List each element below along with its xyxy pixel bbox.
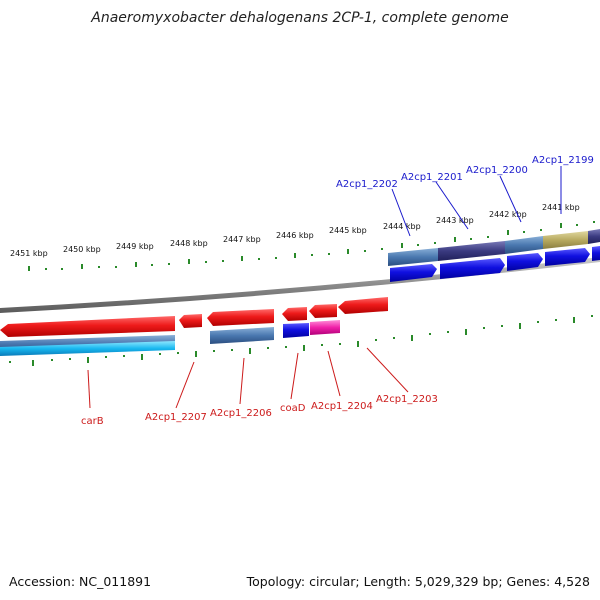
- gene-a2cp1-2204-bar[interactable]: [310, 320, 340, 335]
- scale-label: 2445 kbp: [329, 226, 367, 235]
- cds-forward-1[interactable]: [390, 264, 437, 282]
- scale-label: 2451 kbp: [10, 249, 48, 258]
- gene-a2cp1-2201-bar[interactable]: [438, 241, 505, 261]
- leaders-bottom: [87, 347, 409, 409]
- scale-label: 2450 kbp: [63, 245, 101, 254]
- gene-a2cp1-2199-bar[interactable]: [543, 231, 588, 249]
- cds-a2cp1-2203[interactable]: [338, 297, 388, 314]
- cds-forward-2[interactable]: [440, 258, 505, 279]
- gene-label-a2cp1-2207: A2cp1_2207: [145, 412, 207, 423]
- gene-extra-bar[interactable]: [588, 229, 600, 244]
- scale-ticks-outer: [28, 221, 595, 271]
- scale-label: 2444 kbp: [383, 222, 421, 231]
- gene-label-carb: carB: [81, 416, 104, 427]
- cds-carb[interactable]: [0, 316, 175, 337]
- scale-ticks-inner: [9, 315, 593, 366]
- gene-a2cp1-2206-bar[interactable]: [210, 327, 274, 344]
- gene-label-a2cp1-2199: A2cp1_2199: [532, 155, 594, 166]
- gene-a2cp1-2202-bar[interactable]: [388, 248, 438, 266]
- leaders-top: [391, 166, 562, 237]
- cds-forward-5[interactable]: [592, 246, 600, 261]
- scale-label: 2447 kbp: [223, 235, 261, 244]
- cds-a2cp1-2204[interactable]: [309, 304, 337, 318]
- gene-label-a2cp1-2201: A2cp1_2201: [401, 172, 463, 183]
- scale-label: 2443 kbp: [436, 216, 474, 225]
- gene-label-a2cp1-2200: A2cp1_2200: [466, 165, 528, 176]
- cds-forward-4[interactable]: [545, 248, 590, 266]
- gene-a2cp1-2200-bar[interactable]: [505, 236, 543, 254]
- scale-label: 2448 kbp: [170, 239, 208, 248]
- map-title: Anaeromyxobacter dehalogenans 2CP-1, com…: [91, 10, 509, 26]
- gene-label-coad: coaD: [280, 403, 306, 414]
- gene-label-a2cp1-2204: A2cp1_2204: [311, 401, 373, 412]
- gene-label-a2cp1-2202: A2cp1_2202: [336, 179, 398, 190]
- cds-forward-3[interactable]: [507, 253, 543, 271]
- gene-label-a2cp1-2206: A2cp1_2206: [210, 408, 272, 419]
- accession-label: Accession: NC_011891: [9, 574, 152, 589]
- cds-a2cp1-2206[interactable]: [207, 309, 274, 326]
- scale-label: 2442 kbp: [489, 210, 527, 219]
- scale-label: 2449 kbp: [116, 242, 154, 251]
- scale-label: 2446 kbp: [276, 231, 314, 240]
- cds-a2cp1-2207[interactable]: [179, 314, 202, 328]
- gene-label-a2cp1-2203: A2cp1_2203: [376, 394, 438, 405]
- gene-coad-bar[interactable]: [283, 323, 309, 338]
- gene-carb-bar-cyan[interactable]: [0, 341, 175, 356]
- genome-backbone: [0, 257, 600, 313]
- cds-coad[interactable]: [282, 307, 307, 321]
- genome-summary-label: Topology: circular; Length: 5,029,329 bp…: [246, 574, 590, 589]
